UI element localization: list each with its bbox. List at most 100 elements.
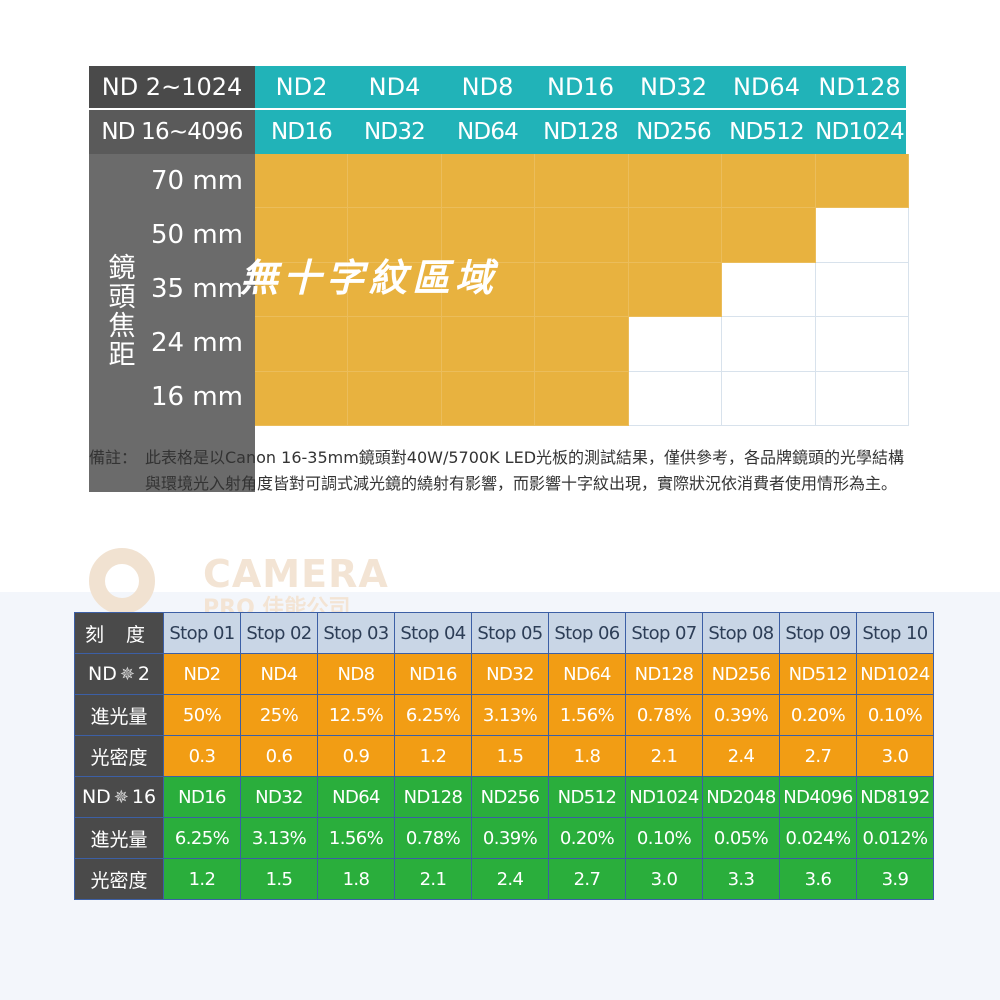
nd-value-cell: ND512 [549, 777, 626, 818]
crosshair-visible-cell [815, 208, 909, 263]
nd2-row: ND ✵ 2 ND2 ND4 ND8 ND16 ND32 ND64 ND128 ND… [75, 654, 934, 695]
density-cell: 2.1 [395, 859, 472, 900]
no-crosshair-cell [255, 371, 349, 426]
watermark-line1: CAMERA [203, 552, 389, 596]
transmission-cell: 12.5% [318, 695, 395, 736]
density-label: 光密度 [75, 736, 164, 777]
density-cell: 0.3 [164, 736, 241, 777]
crosshair-grid [255, 154, 909, 426]
header-cell: ND128 [813, 66, 906, 110]
header-cell: ND32 [627, 66, 720, 110]
transmission-label: 進光量 [75, 695, 164, 736]
nd2-series-label: ND ✵ 2 [75, 654, 164, 695]
transmission-cell: 0.39% [703, 695, 780, 736]
transmission-cell: 0.10% [857, 695, 934, 736]
transmission-cell: 0.78% [395, 818, 472, 859]
transmission-cell: 0.78% [626, 695, 703, 736]
header-cell: ND8 [441, 66, 534, 110]
nd-value-cell: ND8 [318, 654, 395, 695]
focal-16mm: 16 mm [151, 382, 244, 412]
nd-crosshair-table: ND 2~1024 ND2 ND4 ND8 ND16 ND32 ND64 ND1… [89, 66, 909, 492]
density-cell: 3.6 [780, 859, 857, 900]
focal-50mm: 50 mm [151, 220, 244, 250]
nd-value-cell: ND64 [318, 777, 395, 818]
stop-cell: Stop 04 [395, 613, 472, 654]
header-cell: ND4 [348, 66, 441, 110]
density-cell: 3.3 [703, 859, 780, 900]
transmission-cell: 0.024% [780, 818, 857, 859]
nd-suffix: 16 [131, 786, 157, 808]
header-cell: ND32 [348, 110, 441, 154]
density-cell: 1.2 [164, 859, 241, 900]
no-crosshair-cell [535, 154, 629, 209]
no-crosshair-cell [535, 317, 629, 372]
nd-value-cell: ND16 [164, 777, 241, 818]
header-cell: ND16 [534, 66, 627, 110]
no-crosshair-cell [348, 262, 442, 318]
transmission-cell: 0.012% [857, 818, 934, 859]
transmission-cell: 0.20% [549, 818, 626, 859]
no-crosshair-cell [255, 208, 349, 263]
nd-value-cell: ND1024 [626, 777, 703, 818]
density-cell: 2.7 [549, 859, 626, 900]
nd16-row: ND ✵ 16 ND16 ND32 ND64 ND128 ND256 ND512 N… [75, 777, 934, 818]
no-crosshair-cell [628, 208, 723, 263]
nd-prefix: ND [87, 663, 117, 685]
crosshair-visible-cell [815, 262, 909, 318]
nd2-transmission-row: 進光量 50% 25% 12.5% 6.25% 3.13% 1.56% 0.78… [75, 695, 934, 736]
header-cell: ND1024 [813, 110, 906, 154]
no-crosshair-cell [441, 154, 536, 209]
no-crosshair-cell [535, 208, 629, 263]
nd2-density-row: 光密度 0.3 0.6 0.9 1.2 1.5 1.8 2.1 2.4 2.7 … [75, 736, 934, 777]
header-cell: ND64 [720, 66, 813, 110]
stop-cell: Stop 03 [318, 613, 395, 654]
nd-value-cell: ND2048 [703, 777, 780, 818]
transmission-cell: 3.13% [241, 818, 318, 859]
header-cell: ND2 [255, 66, 348, 110]
density-cell: 0.6 [241, 736, 318, 777]
density-cell: 2.7 [780, 736, 857, 777]
no-crosshair-cell [255, 154, 349, 209]
nd-value-cell: ND64 [549, 654, 626, 695]
no-crosshair-cell [255, 317, 349, 372]
density-cell: 1.2 [395, 736, 472, 777]
no-crosshair-cell [722, 208, 816, 263]
transmission-cell: 6.25% [164, 818, 241, 859]
nd-value-cell: ND512 [780, 654, 857, 695]
density-cell: 1.5 [472, 736, 549, 777]
nd-value-cell: ND32 [241, 777, 318, 818]
crosshair-visible-cell [815, 317, 909, 372]
nd-value-cell: ND256 [703, 654, 780, 695]
nd-value-cell: ND128 [626, 654, 703, 695]
nd-stop-table: 刻 度 Stop 01 Stop 02 Stop 03 Stop 04 Stop… [74, 612, 934, 900]
focal-70mm: 70 mm [151, 166, 244, 196]
no-crosshair-cell [722, 154, 816, 209]
no-crosshair-cell [348, 208, 442, 263]
no-crosshair-cell [628, 262, 723, 318]
nd-value-cell: ND4096 [780, 777, 857, 818]
footnote-label: 備註： [89, 448, 138, 467]
crosshair-visible-cell [722, 371, 816, 426]
stop-cell: Stop 07 [626, 613, 703, 654]
nd-value-cell: ND1024 [857, 654, 934, 695]
no-crosshair-region-label: 無十字紋區域 [240, 256, 499, 300]
header-cell: ND16 [255, 110, 348, 154]
crosshair-visible-cell [722, 262, 816, 318]
focal-35mm: 35 mm [151, 274, 244, 304]
density-cell: 3.0 [857, 736, 934, 777]
stop-cell: Stop 09 [780, 613, 857, 654]
transmission-cell: 0.20% [780, 695, 857, 736]
stop-cell: Stop 10 [857, 613, 934, 654]
transmission-cell: 1.56% [318, 818, 395, 859]
crosshair-visible-cell [815, 371, 909, 426]
nd16-4096-header-row: ND 16~4096 ND16 ND32 ND64 ND128 ND256 ND… [89, 110, 906, 154]
scale-label: 刻 度 [75, 613, 164, 654]
stop-cell: Stop 05 [472, 613, 549, 654]
crosshair-visible-cell [722, 317, 816, 372]
nd16-density-row: 光密度 1.2 1.5 1.8 2.1 2.4 2.7 3.0 3.3 3.6 … [75, 859, 934, 900]
density-cell: 2.4 [472, 859, 549, 900]
nd-value-cell: ND8192 [857, 777, 934, 818]
row-label-nd2-1024: ND 2~1024 [89, 66, 255, 110]
transmission-cell: 0.39% [472, 818, 549, 859]
transmission-cell: 6.25% [395, 695, 472, 736]
